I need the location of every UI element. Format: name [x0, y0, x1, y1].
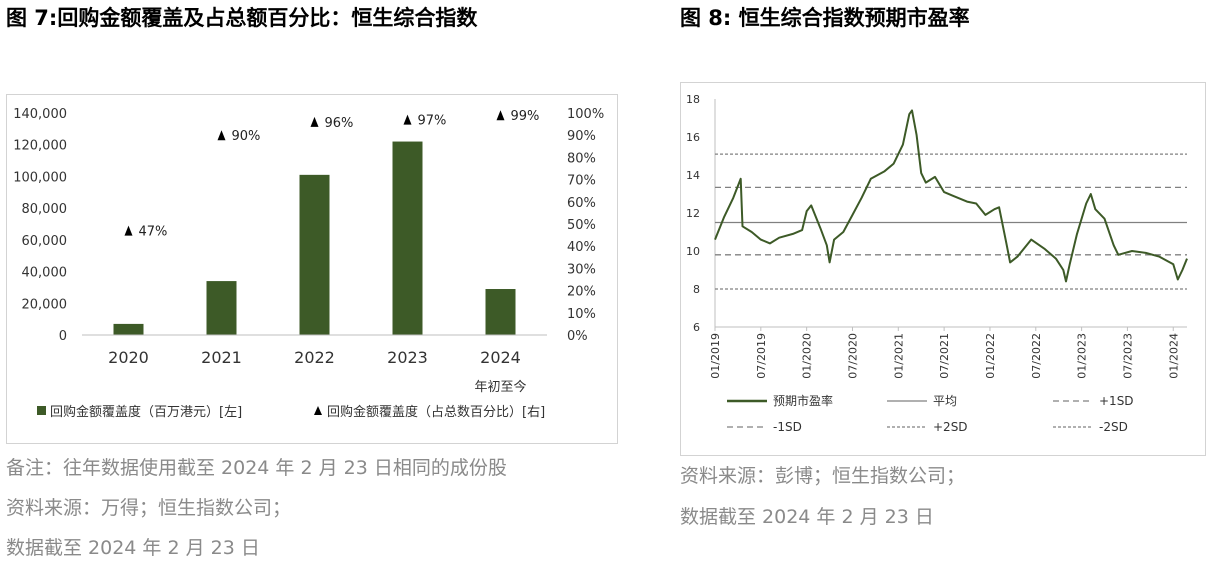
figure7-source: 资料来源：万得；恒生指数公司；: [6, 497, 292, 519]
bar: [113, 323, 144, 335]
y-right-tick-label: 60%: [567, 196, 596, 211]
y-right-tick-label: 80%: [567, 151, 596, 166]
percent-marker: [496, 110, 505, 121]
y-right-tick-label: 70%: [567, 174, 596, 189]
legend-label-markers: 回购金额覆盖度（占总数百分比）[右]: [327, 404, 545, 420]
x-tick-label: 01/2020: [801, 333, 814, 379]
x-tick-label: 07/2019: [755, 333, 768, 379]
y-left-tick-label: 140,000: [13, 107, 67, 122]
bar: [485, 289, 516, 335]
x-tick-label: 01/2019: [709, 333, 722, 379]
figure8-title: 图 8: 恒生综合指数预期市盈率: [680, 6, 970, 30]
y-right-tick-label: 20%: [567, 285, 596, 300]
x-tick-label: 07/2023: [1121, 333, 1134, 379]
x-tick-sublabel: 年初至今: [474, 379, 526, 395]
percent-label: 99%: [511, 109, 540, 124]
percent-marker: [403, 114, 412, 125]
legend-swatch-markers: [314, 406, 322, 415]
figure7-title: 图 7:回购金额覆盖及占总额百分比：恒生综合指数: [6, 6, 478, 30]
x-tick-label: 2022: [294, 348, 335, 367]
pe-series-line: [714, 109, 1188, 283]
percent-label: 47%: [139, 225, 168, 240]
y-tick-label: 10: [686, 245, 700, 258]
legend-label: +1SD: [1099, 394, 1134, 408]
y-tick-label: 6: [693, 321, 700, 334]
percent-label: 96%: [325, 116, 354, 131]
y-right-tick-label: 100%: [567, 107, 604, 122]
y-tick-label: 8: [693, 283, 700, 296]
pe-chart-panel: 6 8 10 12 14 16 18 01/2019 07/2019 01/2020 07/2020…: [680, 82, 1206, 456]
y-left-tick-label: 60,000: [22, 234, 68, 249]
y-left-tick-label: 100,000: [13, 170, 67, 185]
figure8-source: 资料来源：彭博；恒生指数公司；: [680, 465, 966, 487]
y-tick-label: 12: [686, 207, 700, 220]
figure8-date: 数据截至 2024 年 2 月 23 日: [680, 506, 934, 528]
x-tick-label: 2024: [480, 348, 521, 367]
x-tick-label: 01/2021: [892, 333, 905, 379]
legend-label: +2SD: [933, 420, 968, 434]
y-right-tick-label: 40%: [567, 240, 596, 255]
legend-label: 平均: [933, 394, 957, 408]
y-left-tick-label: 0: [59, 329, 67, 344]
x-tick-label: 07/2022: [1030, 333, 1043, 379]
buyback-chart: 0 20,000 40,000 60,000 80,000 100,000 120,000 1…: [13, 107, 604, 420]
x-tick-label: 07/2021: [938, 333, 951, 379]
buyback-chart-panel: 0 20,000 40,000 60,000 80,000 100,000 120,000 1…: [6, 94, 618, 444]
pe-chart: 6 8 10 12 14 16 18 01/2019 07/2019 01/2020 07/2020…: [686, 93, 1188, 434]
bar: [299, 174, 330, 335]
y-tick-label: 16: [686, 131, 700, 144]
legend-label: -1SD: [773, 420, 802, 434]
bar: [392, 141, 423, 335]
percent-label: 90%: [232, 129, 261, 144]
x-tick-label: 2021: [201, 348, 242, 367]
legend-label-bars: 回购金额覆盖度（百万港元）[左]: [50, 404, 242, 420]
percent-marker: [124, 225, 133, 236]
y-right-tick-label: 10%: [567, 307, 596, 322]
percent-marker: [217, 130, 226, 141]
y-tick-label: 18: [686, 93, 700, 106]
percent-label: 97%: [418, 114, 447, 129]
y-right-tick-label: 0%: [567, 329, 588, 344]
figure7-note: 备注：往年数据使用截至 2024 年 2 月 23 日相同的成份股: [6, 457, 507, 479]
x-tick-label: 01/2024: [1167, 333, 1180, 379]
legend-label: -2SD: [1099, 420, 1128, 434]
x-tick-label: 01/2022: [984, 333, 997, 379]
x-tick-label: 2020: [108, 348, 149, 367]
y-left-tick-label: 20,000: [22, 297, 68, 312]
y-right-tick-label: 30%: [567, 262, 596, 277]
x-tick-label: 2023: [387, 348, 428, 367]
y-right-tick-label: 90%: [567, 129, 596, 144]
x-tick-label: 07/2020: [846, 333, 859, 379]
y-left-tick-label: 40,000: [22, 266, 68, 281]
percent-marker: [310, 116, 319, 127]
x-tick-label: 01/2023: [1076, 333, 1089, 379]
y-left-tick-label: 80,000: [22, 202, 68, 217]
y-left-tick-label: 120,000: [13, 139, 67, 154]
figure7-date: 数据截至 2024 年 2 月 23 日: [6, 537, 260, 559]
bar: [206, 281, 237, 335]
legend-label: 预期市盈率: [773, 393, 833, 408]
y-tick-label: 14: [686, 169, 700, 182]
y-right-tick-label: 50%: [567, 218, 596, 233]
legend-swatch-bars: [37, 406, 46, 415]
